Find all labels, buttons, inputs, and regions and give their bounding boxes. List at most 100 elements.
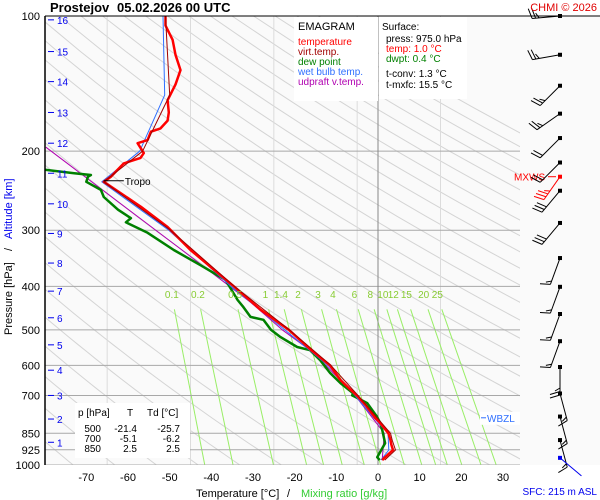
x-tick-label: -50 bbox=[162, 472, 178, 484]
mixing-ratio-line bbox=[237, 309, 274, 465]
surface-temp: temp: 1.0 °C bbox=[386, 44, 442, 55]
wind-barb-full bbox=[533, 97, 543, 104]
altitude-label: 3 bbox=[57, 391, 63, 402]
wind-barb-full bbox=[530, 49, 537, 60]
dry-adiabat bbox=[145, 16, 520, 253]
altitude-label: 5 bbox=[57, 341, 63, 352]
wind-barb-full bbox=[530, 176, 541, 183]
sounding-datetime: 05.02.2026 00 UTC bbox=[117, 0, 231, 15]
grid bbox=[45, 16, 520, 465]
y-tick-label: 100 bbox=[22, 11, 40, 23]
dry-adiabat bbox=[59, 16, 520, 321]
wind-barb-full bbox=[532, 239, 543, 245]
wbzl-label: WBZL bbox=[487, 414, 515, 425]
altitude-label: 8 bbox=[57, 259, 63, 270]
x-tick-label: -20 bbox=[287, 472, 303, 484]
wind-barbs bbox=[527, 8, 582, 477]
table-cell: 850 bbox=[84, 444, 101, 455]
wind-barb bbox=[558, 414, 568, 450]
mixing-ratio-line bbox=[321, 309, 365, 465]
mixing-ratio-label: 6 bbox=[352, 290, 358, 301]
wind-barb-shaft bbox=[541, 190, 561, 213]
wind-barb-shaft bbox=[539, 85, 561, 106]
table-cell: 2.5 bbox=[166, 444, 180, 455]
mixing-ratio-label: 1.4 bbox=[274, 290, 288, 301]
legend-temperature: temperature bbox=[298, 37, 352, 48]
wind-barb-full bbox=[534, 204, 545, 210]
mixing-ratio-line bbox=[396, 309, 448, 465]
wind-barb bbox=[530, 83, 562, 106]
x-tick-label: 20 bbox=[455, 472, 467, 484]
mixing-ratio-label: 3 bbox=[315, 290, 321, 301]
wind-barb-shaft bbox=[549, 313, 561, 341]
altitude-label: 13 bbox=[57, 108, 69, 119]
altitude-label: 15 bbox=[57, 48, 69, 59]
altitude-label: 4 bbox=[57, 366, 63, 377]
wind-barb bbox=[532, 188, 562, 213]
wind-barb bbox=[549, 365, 562, 399]
x-tick-label: 0 bbox=[375, 472, 381, 484]
mixing-ratio-line bbox=[268, 309, 308, 465]
wind-barb bbox=[539, 256, 562, 285]
wind-barb-full bbox=[527, 50, 533, 60]
altitude-label: 16 bbox=[57, 16, 69, 27]
dry-adiabat bbox=[80, 16, 520, 303]
y-tick-label: 300 bbox=[22, 225, 40, 237]
surface-dwpt: dwpt: 0.4 °C bbox=[386, 54, 441, 65]
surface-tmxfc: t-mxfc: 15.5 °C bbox=[386, 80, 452, 91]
wind-barb bbox=[527, 49, 562, 61]
mixing-ratio-label: 4 bbox=[330, 290, 336, 301]
mixing-ratio-label: 25 bbox=[432, 290, 444, 301]
wind-barb bbox=[539, 284, 562, 314]
wind-barb bbox=[539, 339, 562, 369]
wind-barb-full bbox=[533, 149, 543, 156]
wind-barb-shaft bbox=[549, 257, 561, 285]
altitude-label: 6 bbox=[57, 314, 63, 325]
altitude-label: 10 bbox=[57, 200, 69, 211]
mixing-ratio-label: 1 bbox=[263, 290, 269, 301]
table-cell: 700 bbox=[84, 434, 101, 445]
y-tick-label: 600 bbox=[22, 360, 40, 372]
mixing-ratio-line bbox=[173, 309, 206, 465]
wind-barb-half bbox=[539, 98, 546, 102]
dry-adiabat bbox=[45, 39, 520, 358]
table-cell: 500 bbox=[84, 424, 101, 435]
table-cell: -5.1 bbox=[120, 434, 138, 445]
wind-barb-full bbox=[530, 100, 541, 106]
legend: EMAGRAM temperature virt.temp. dew point… bbox=[294, 17, 378, 101]
wind-barb-full bbox=[527, 8, 533, 19]
dry-adiabat bbox=[167, 16, 520, 237]
legend-virt-temp: virt.temp. bbox=[298, 47, 339, 58]
wind-barb-half bbox=[545, 363, 552, 366]
x-axis-separator: / bbox=[287, 488, 291, 500]
wind-barb-shaft bbox=[549, 341, 561, 368]
wind-barb-half bbox=[545, 309, 552, 312]
y-tick-label: 200 bbox=[22, 146, 40, 158]
surface-press: press: 975.0 hPa bbox=[386, 34, 462, 45]
table-row: 850 2.5 2.5 bbox=[84, 444, 180, 455]
wind-barb-shaft bbox=[541, 222, 561, 245]
altitude-label: 1 bbox=[57, 438, 63, 449]
mixing-ratio-line bbox=[300, 309, 343, 465]
mixing-ratio-label: 0.5 bbox=[228, 290, 242, 301]
legend-updraft: udpraft v.temp. bbox=[298, 77, 364, 88]
series-virt-temp bbox=[103, 16, 396, 461]
mixing-ratio-label: 0.2 bbox=[191, 290, 205, 301]
x-tick-label: -10 bbox=[328, 472, 344, 484]
series-dew-point bbox=[45, 168, 387, 461]
mixing-ratio-line bbox=[427, 309, 482, 465]
wind-barb-half bbox=[561, 416, 567, 422]
y-tick-label: 850 bbox=[22, 428, 40, 440]
mixing-ratio-line bbox=[386, 309, 437, 465]
wind-barb-full bbox=[534, 237, 545, 243]
table-cell: -21.4 bbox=[114, 424, 137, 435]
wind-barb-full bbox=[536, 202, 547, 208]
x-axis-title-2: Mixing ratio [g/kg] bbox=[301, 488, 387, 500]
mixing-ratio-label: 10 bbox=[377, 290, 389, 301]
x-tick-label: -70 bbox=[78, 472, 94, 484]
wind-barb-full bbox=[531, 120, 541, 129]
altitude-label: 14 bbox=[57, 78, 69, 89]
table-cell: -25.7 bbox=[157, 424, 180, 435]
wind-barb-full bbox=[533, 174, 543, 181]
